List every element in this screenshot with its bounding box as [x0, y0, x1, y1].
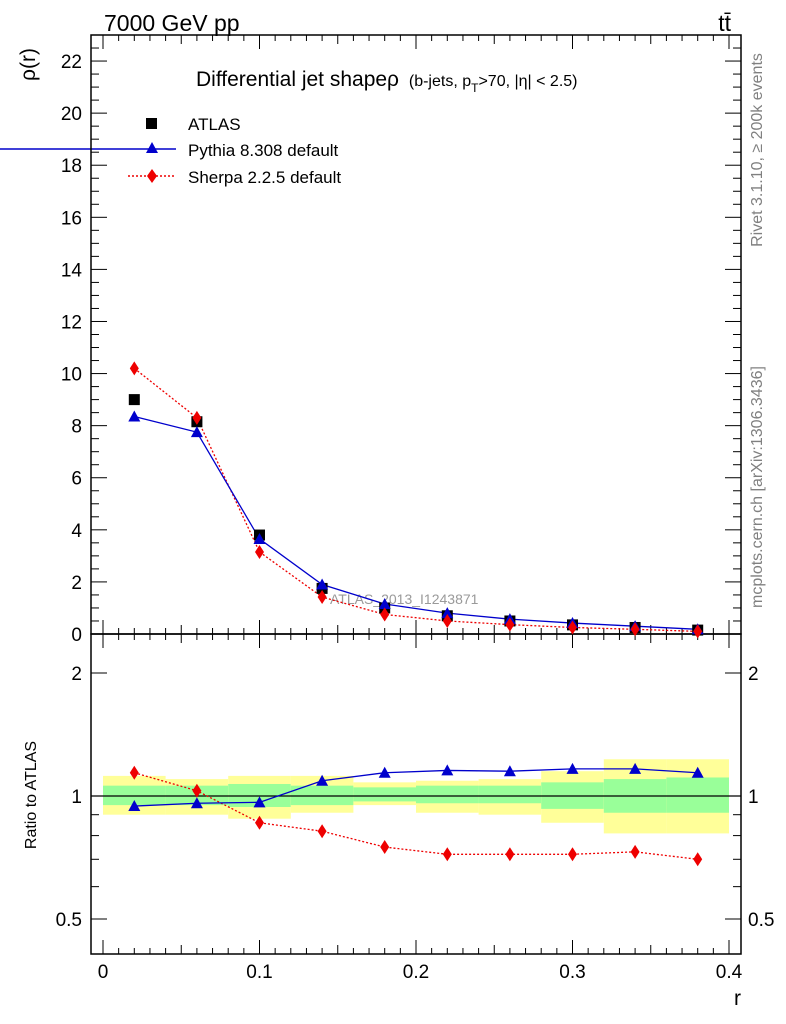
- ratio-sherpa-point: [693, 852, 703, 867]
- ratio-y-tick-label: 1: [71, 787, 82, 808]
- main-title-cut-post: >70, |η| < 2.5): [478, 73, 577, 90]
- main-y-tick-label: 6: [71, 469, 82, 490]
- ratio-pythia-point: [503, 765, 516, 777]
- x-tick-label: 0.3: [559, 962, 585, 983]
- main-ylabel: ρ(r): [17, 48, 40, 81]
- main-y-tick-label: 22: [61, 52, 82, 73]
- main-y-tick-label: 4: [71, 521, 82, 542]
- x-axis-label: r: [734, 987, 741, 1010]
- ratio-y-tick-label: 2: [71, 664, 82, 685]
- mcplots-label: mcplots.cern.ch [arXiv:1306.3436]: [749, 366, 766, 608]
- x-tick-label: 0.4: [716, 962, 743, 983]
- pythia-point: [128, 410, 141, 422]
- pythia-point: [253, 532, 266, 544]
- ratio-ylabel: Ratio to ATLAS: [23, 741, 40, 849]
- sherpa-point: [380, 607, 390, 622]
- ratio-pythia-point: [190, 797, 203, 809]
- ratio-band-inner: [290, 785, 354, 806]
- ratio-sherpa-point: [129, 765, 139, 780]
- ratio-sherpa-point: [505, 847, 515, 862]
- main-y-tick-label: 12: [61, 312, 82, 333]
- x-tick-label: 0.1: [246, 962, 272, 983]
- ratio-pythia-line: [134, 768, 698, 807]
- main-y-tick-label: 14: [61, 260, 83, 281]
- energy-label: 7000 GeV pp: [104, 10, 240, 36]
- sherpa-point: [192, 410, 202, 425]
- ratio-pythia-point: [316, 774, 329, 786]
- watermark: ATLAS_2013_I1243871: [330, 591, 479, 607]
- ratio-band-inner: [103, 785, 166, 806]
- ratio-y-tick-label-right: 2: [748, 664, 759, 685]
- ratio-pythia-point: [441, 764, 454, 776]
- ratio-sherpa-point: [317, 824, 327, 839]
- main-title-cut-pre: (b-jets, p: [409, 73, 471, 90]
- pythia-point: [190, 426, 203, 438]
- ratio-pythia-point: [629, 762, 642, 774]
- main-y-tick-label: 18: [61, 156, 82, 177]
- ratio-pythia-point: [378, 766, 391, 778]
- atlas-point: [128, 394, 140, 406]
- process-label: tt̄: [718, 10, 731, 36]
- ratio-sherpa-point: [255, 815, 264, 830]
- legend-pythia-marker: [146, 142, 158, 153]
- main-title: Differential jet shapeρ (b-jets, pT>70, …: [196, 68, 578, 95]
- main-title-cut-sub: T: [471, 81, 479, 95]
- ratio-sherpa-point: [380, 840, 390, 855]
- ratio-sherpa-point: [192, 783, 202, 798]
- ratio-band-inner: [478, 785, 542, 804]
- ratio-pythia-point: [691, 766, 704, 778]
- main-y-tick-label: 16: [61, 208, 82, 229]
- x-tick-label: 0: [98, 962, 109, 983]
- legend-sherpa-marker: [147, 169, 157, 183]
- legend: ATLAS Pythia 8.308 default Sherpa 2.2.5 …: [0, 115, 341, 187]
- ratio-sherpa-line: [134, 772, 698, 860]
- main-y-tick-label: 0: [71, 625, 82, 646]
- x-tick-label: 0.2: [403, 962, 429, 983]
- ratio-pythia-point: [128, 800, 141, 812]
- legend-atlas-marker: [146, 118, 157, 129]
- ratio-pythia-point: [566, 762, 579, 774]
- sherpa-point: [505, 617, 515, 632]
- ratio-sherpa-point: [568, 847, 577, 862]
- pythia-point: [378, 598, 391, 610]
- pythia-point: [441, 607, 454, 619]
- ratio-sherpa-point: [442, 847, 452, 862]
- main-title-text: Differential jet shapeρ: [196, 68, 399, 91]
- main-y-tick-label: 2: [71, 573, 82, 594]
- ratio-y-tick-label-right: 0.5: [748, 910, 774, 931]
- sherpa-point: [255, 544, 264, 559]
- ratio-band-inner: [666, 777, 729, 813]
- ratio-band-inner: [416, 785, 479, 804]
- rivet-label: Rivet 3.1.10, ≥ 200k events: [749, 53, 766, 247]
- sherpa-point: [630, 622, 640, 637]
- main-y-tick-label: 10: [61, 365, 82, 386]
- sherpa-point: [317, 590, 327, 605]
- sherpa-point: [129, 361, 139, 376]
- sherpa-point: [693, 624, 703, 639]
- ratio-pythia-point: [253, 796, 266, 808]
- legend-atlas-label: ATLAS: [188, 115, 241, 134]
- main-y-tick-label: 20: [61, 104, 82, 125]
- main-y-tick-label: 8: [71, 417, 82, 438]
- legend-pythia-label: Pythia 8.308 default: [188, 141, 339, 160]
- sherpa-point: [442, 613, 452, 628]
- ratio-y-tick-label-right: 1: [748, 787, 759, 808]
- ratio-y-tick-label: 0.5: [56, 910, 82, 931]
- sherpa-point: [568, 620, 577, 635]
- pythia-line: [134, 415, 698, 630]
- ratio-band-inner: [353, 787, 416, 802]
- pythia-point: [316, 578, 329, 590]
- legend-sherpa-label: Sherpa 2.2.5 default: [188, 168, 341, 187]
- ratio-sherpa-point: [630, 844, 640, 859]
